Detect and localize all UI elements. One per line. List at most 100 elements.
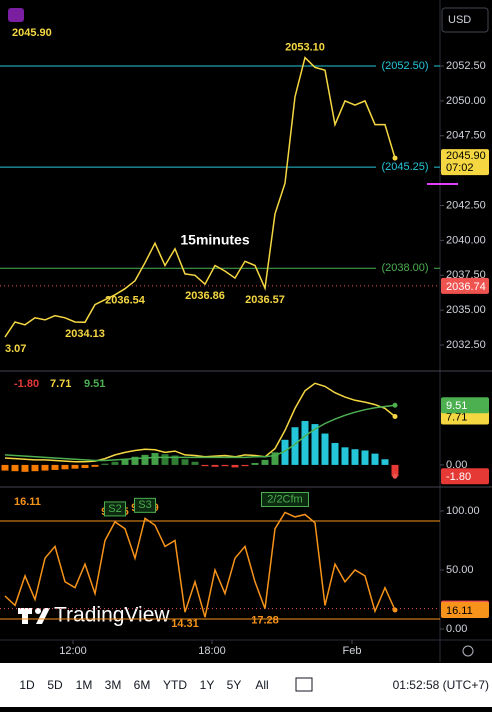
series-line bbox=[4, 404, 396, 462]
histogram-bar bbox=[321, 433, 329, 465]
histogram-bar bbox=[291, 427, 299, 465]
value-label: 2036.54 bbox=[105, 295, 146, 307]
last-value-label-box bbox=[441, 397, 489, 414]
y-tick-label: 2042.50 bbox=[446, 199, 486, 211]
histogram-bar bbox=[61, 464, 69, 470]
histogram-bar bbox=[301, 420, 309, 465]
legend-value: -1.80 bbox=[14, 378, 39, 390]
histogram-bar bbox=[381, 459, 389, 465]
histogram-bar bbox=[151, 452, 159, 465]
ref-line-label-box bbox=[441, 277, 489, 294]
histogram-bar bbox=[231, 464, 239, 468]
histogram-bar bbox=[1, 464, 9, 471]
last-value-label: 9.51 bbox=[446, 400, 467, 412]
histogram-bar bbox=[71, 464, 79, 469]
level-label: (2045.25) bbox=[381, 161, 428, 173]
histogram-bar bbox=[221, 464, 229, 467]
x-tick-label: 18:00 bbox=[198, 645, 226, 657]
histogram-bar bbox=[211, 464, 219, 467]
y-tick-label: 2032.50 bbox=[446, 339, 486, 351]
range-button[interactable]: 1D bbox=[19, 678, 35, 692]
y-tick-label: 50.00 bbox=[446, 564, 474, 576]
last-value-label-box bbox=[441, 468, 489, 485]
level-label-bg bbox=[376, 160, 434, 175]
level-label-bg bbox=[376, 261, 434, 276]
value-label: 2036.57 bbox=[245, 294, 285, 306]
y-tick-label: 2047.50 bbox=[446, 130, 486, 142]
currency[interactable]: USD bbox=[448, 14, 471, 26]
y-tick-label: 2052.50 bbox=[446, 60, 486, 72]
x-tick-label: 12:00 bbox=[59, 645, 87, 657]
price-box bbox=[441, 149, 489, 176]
histogram-bar bbox=[241, 464, 249, 467]
level-label: (2052.50) bbox=[381, 60, 428, 72]
series-line bbox=[4, 511, 396, 618]
value-label: 2053.10 bbox=[285, 42, 325, 54]
range-button[interactable]: 5Y bbox=[227, 678, 242, 692]
price-label: 2045.90 bbox=[446, 150, 486, 162]
histogram-bar bbox=[181, 459, 189, 465]
histogram-bar bbox=[131, 456, 139, 465]
last-value-label: 7.71 bbox=[446, 411, 467, 423]
histogram-bar bbox=[31, 464, 39, 472]
histogram-bar bbox=[51, 464, 59, 470]
y-tick-label: 2035.00 bbox=[446, 304, 486, 316]
histogram-bar bbox=[251, 463, 259, 465]
histogram-bar bbox=[11, 464, 19, 472]
value-label: 2036.86 bbox=[185, 290, 225, 302]
indicator-icon bbox=[8, 8, 24, 22]
signal-label: 2/2Cfm bbox=[267, 493, 302, 505]
histogram-bar bbox=[161, 454, 169, 465]
y-tick-label: 2050.00 bbox=[446, 95, 486, 107]
histogram-bar bbox=[201, 464, 209, 467]
date-range-icon[interactable] bbox=[295, 677, 313, 692]
histogram-bar bbox=[331, 442, 339, 465]
histogram-bar bbox=[371, 453, 379, 465]
histogram-bar bbox=[261, 459, 269, 465]
y-tick-label: 0.00 bbox=[446, 459, 467, 471]
histogram-bar bbox=[351, 449, 359, 465]
level-label: (2038.00) bbox=[381, 262, 428, 274]
legend-value: 16.11 bbox=[14, 496, 41, 508]
histogram-bar bbox=[171, 455, 179, 465]
histogram-bar bbox=[341, 447, 349, 465]
countdown: 07:02 bbox=[446, 162, 474, 174]
histogram-bar bbox=[191, 461, 199, 465]
value-label: 3.07 bbox=[5, 343, 26, 355]
value-label: 17.28 bbox=[251, 615, 279, 627]
settings-icon[interactable] bbox=[462, 645, 474, 657]
histogram-bar bbox=[311, 424, 319, 465]
watermark: TradingView bbox=[54, 604, 170, 627]
range-button[interactable]: All bbox=[255, 678, 268, 692]
histogram-bar bbox=[271, 452, 279, 465]
histogram-bar bbox=[361, 450, 369, 465]
histogram-bar bbox=[91, 464, 99, 467]
histogram-bar bbox=[121, 459, 129, 465]
range-button[interactable]: 1Y bbox=[200, 678, 215, 692]
y-tick-label: 100.00 bbox=[446, 505, 480, 517]
legend-value: 9.51 bbox=[84, 378, 105, 390]
y-tick-label: 2040.00 bbox=[446, 234, 486, 246]
bottom-toolbar bbox=[0, 663, 492, 707]
range-button[interactable]: 5D bbox=[47, 678, 63, 692]
clock: 01:52:58 (UTC+7) bbox=[393, 678, 489, 692]
signal-box bbox=[261, 492, 309, 508]
histogram-bar bbox=[81, 464, 89, 469]
histogram-bar bbox=[281, 439, 289, 465]
currency-select[interactable] bbox=[441, 7, 489, 33]
histogram-bar bbox=[391, 464, 399, 477]
last-value-label: -1.80 bbox=[446, 471, 471, 483]
range-button[interactable]: 6M bbox=[134, 678, 151, 692]
last-point bbox=[392, 473, 398, 479]
last-value-label-box bbox=[441, 602, 489, 619]
y-tick-label: 0.00 bbox=[446, 623, 467, 635]
range-button[interactable]: YTD bbox=[163, 678, 187, 692]
range-button[interactable]: 3M bbox=[105, 678, 122, 692]
range-button[interactable]: 1M bbox=[76, 678, 93, 692]
histogram-bar bbox=[41, 464, 49, 471]
signal-box bbox=[104, 501, 126, 517]
histogram-bar bbox=[101, 463, 109, 465]
